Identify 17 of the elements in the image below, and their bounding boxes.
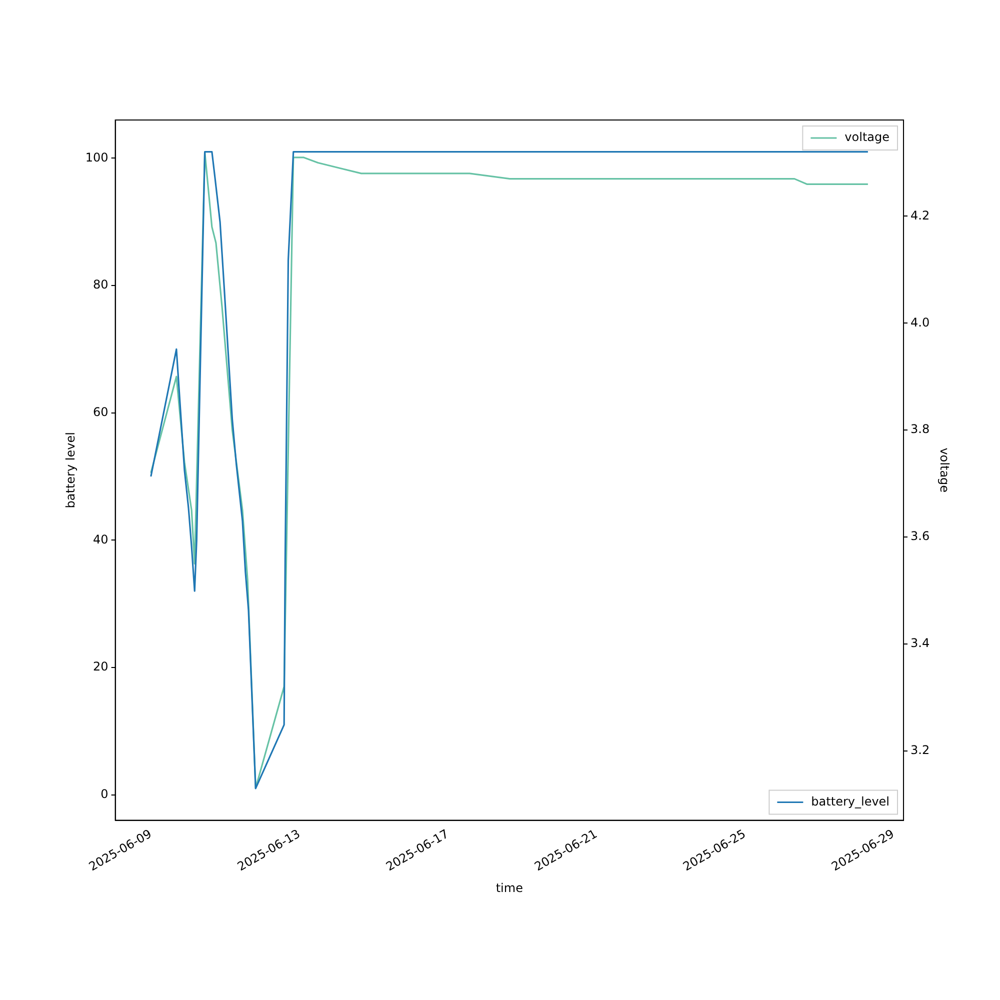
y2-tick-label: 3.4 [910, 636, 930, 650]
y2-axis-title: voltage [938, 448, 952, 493]
y-tick-label: 60 [93, 404, 108, 419]
y-tick-label: 100 [85, 150, 108, 164]
y-tick-label: 80 [93, 278, 108, 292]
y2-tick-label: 3.8 [910, 422, 930, 436]
y-axis-title: battery level [63, 432, 78, 508]
y-tick-label: 0 [100, 786, 108, 801]
y2-tick-label: 3.2 [910, 742, 930, 757]
x-axis-title: time [496, 880, 523, 895]
legend-label: voltage [844, 130, 890, 144]
legend-label: battery_level [811, 794, 890, 808]
y2-tick-label: 4.0 [910, 315, 930, 330]
y2-tick-label: 4.2 [910, 208, 930, 222]
y2-tick-label: 3.6 [910, 529, 930, 544]
y-tick-label: 40 [93, 532, 108, 546]
y-tick-label: 20 [93, 660, 108, 674]
